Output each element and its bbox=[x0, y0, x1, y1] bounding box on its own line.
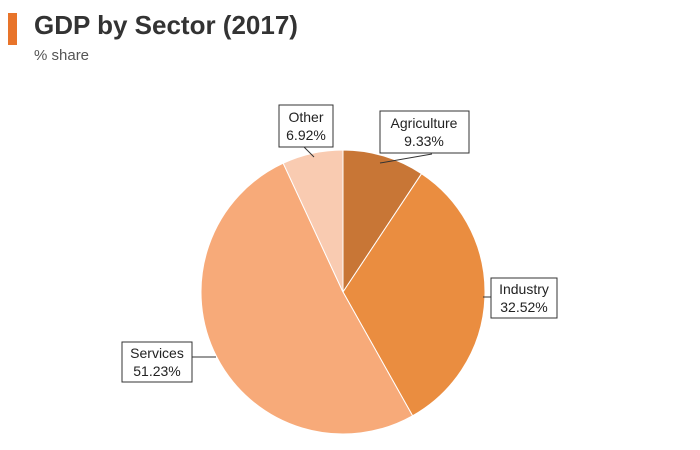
label-name-industry: Industry bbox=[499, 281, 549, 297]
label-name-services: Services bbox=[130, 345, 184, 361]
label-value-services: 51.23% bbox=[133, 363, 180, 379]
pie-slice-services bbox=[200, 162, 414, 435]
title-accent-bar bbox=[8, 13, 17, 45]
label-box-other bbox=[278, 104, 334, 148]
pie-slice-other bbox=[282, 149, 344, 293]
label-name-other: Other bbox=[288, 109, 323, 125]
label-value-agriculture: 9.33% bbox=[404, 133, 444, 149]
data-label-services: Services 51.23% bbox=[121, 341, 216, 383]
pie-slices bbox=[200, 149, 486, 435]
data-label-agriculture: Agriculture 9.33% bbox=[379, 110, 470, 164]
label-name-agriculture: Agriculture bbox=[391, 115, 458, 131]
leader-line-other bbox=[303, 146, 315, 158]
chart-subtitle: % share bbox=[34, 47, 90, 64]
pie-slice-agriculture bbox=[342, 149, 423, 294]
label-box-services bbox=[121, 341, 193, 383]
data-label-industry: Industry 32.52% bbox=[483, 277, 558, 319]
label-value-industry: 32.52% bbox=[500, 299, 547, 315]
data-label-other: Other 6.92% bbox=[278, 104, 334, 158]
label-box-industry bbox=[490, 277, 558, 319]
label-box-agriculture bbox=[379, 110, 470, 154]
chart-title: GDP by Sector (2017) bbox=[34, 10, 298, 40]
label-value-other: 6.92% bbox=[286, 127, 326, 143]
leader-line-agriculture bbox=[379, 153, 433, 164]
